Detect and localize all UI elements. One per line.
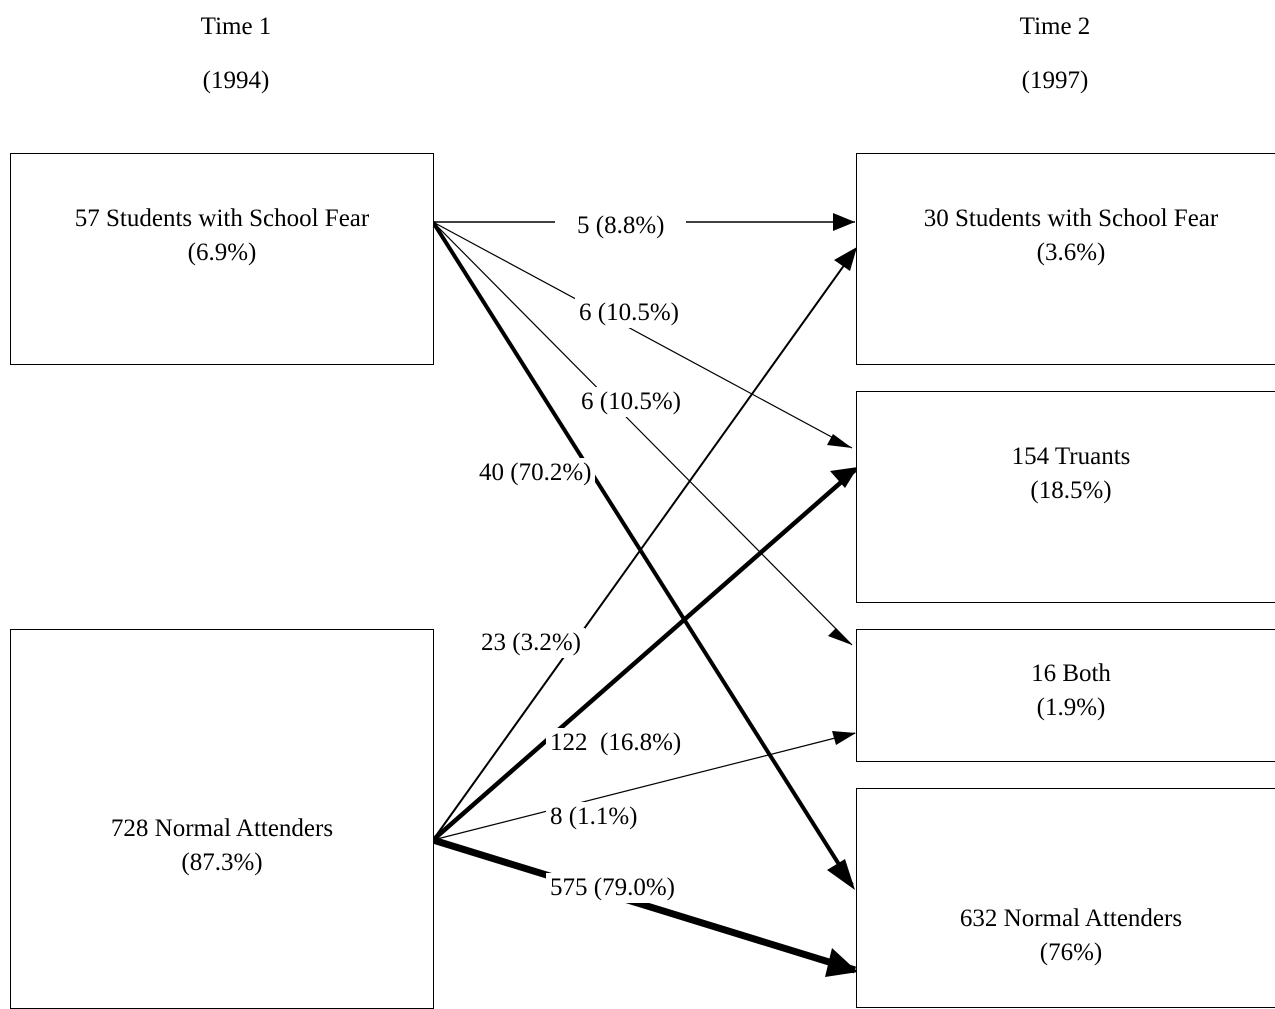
box-both-t2-label: 16 Both — [1031, 660, 1111, 687]
box-fear-t2-label: 30 Students with School Fear — [923, 205, 1219, 232]
arrow-fear-to-normal — [431, 220, 855, 890]
arrow-normal-to-normal — [431, 836, 858, 977]
arrow-fear-to-truants — [432, 221, 853, 449]
time2-title: Time 2 — [1019, 13, 1091, 40]
flow-label-normal-to-fear: 23 (3.2%) — [477, 628, 585, 658]
box-normal-t2-percent: (76%) — [1039, 939, 1103, 966]
flow-label-normal-to-normal: 575 (79.0%) — [546, 873, 679, 903]
box-fear-t2: 30 Students with School Fear (3.6%) — [856, 153, 1275, 365]
box-truants-t2-percent: (18.5%) — [1030, 477, 1112, 504]
box-both-t2: 16 Both (1.9%) — [856, 629, 1275, 762]
box-normal-t1-percent: (87.3%) — [181, 849, 263, 876]
time1-year: (1994) — [202, 67, 270, 94]
box-fear-t2-percent: (3.6%) — [1036, 239, 1106, 266]
flow-label-normal-to-truants: 122 (16.8%) — [546, 728, 686, 758]
box-fear-t1-label: 57 Students with School Fear — [74, 205, 370, 232]
box-truants-t2: 154 Truants (18.5%) — [856, 391, 1275, 603]
time2-header: Time 2 (1997) — [955, 10, 1155, 98]
box-both-t2-percent: (1.9%) — [1036, 694, 1106, 721]
flow-label-fear-to-fear: 5 (8.8%) — [555, 211, 687, 241]
arrow-fear-to-both — [432, 221, 853, 646]
box-fear-t1-percent: (6.9%) — [187, 239, 257, 266]
time1-header: Time 1 (1994) — [136, 10, 336, 98]
flow-label-normal-to-both: 8 (1.1%) — [546, 802, 642, 832]
box-normal-t2-label: 632 Normal Attenders — [959, 905, 1183, 932]
box-truants-t2-label: 154 Truants — [1011, 443, 1131, 470]
flow-label-fear-to-both: 6 (10.5%) — [577, 387, 685, 417]
time2-year: (1997) — [1021, 67, 1089, 94]
flow-label-fear-to-normal: 40 (70.2%) — [475, 458, 596, 488]
box-normal-t1: 728 Normal Attenders (87.3%) — [10, 629, 434, 1009]
flow-label-fear-to-truants: 6 (10.5%) — [575, 298, 683, 328]
box-normal-t2: 632 Normal Attenders (76%) — [856, 788, 1275, 1008]
box-normal-t1-label: 728 Normal Attenders — [110, 815, 334, 842]
box-fear-t1: 57 Students with School Fear (6.9%) — [10, 153, 434, 365]
arrow-normal-to-both — [432, 731, 856, 841]
time1-title: Time 1 — [200, 13, 272, 40]
arrow-normal-to-truants — [431, 467, 858, 842]
arrow-normal-to-fear — [432, 247, 857, 841]
